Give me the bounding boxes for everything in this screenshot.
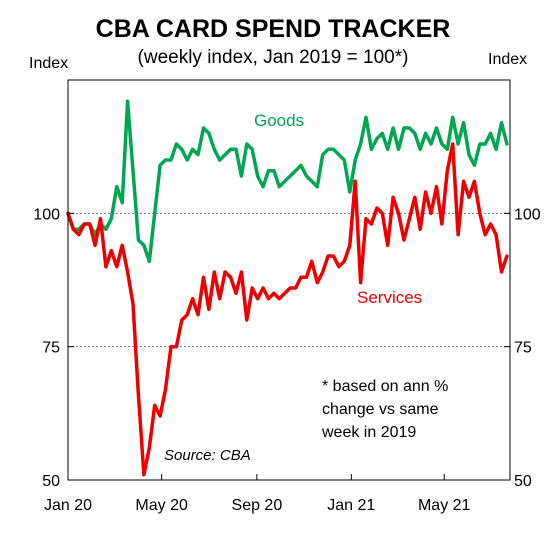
x-tick-label: May 21 (418, 497, 471, 514)
y-tick-label-right: 50 (514, 473, 532, 490)
y-tick-label-left: 50 (42, 473, 60, 490)
plot-frame (67, 79, 511, 481)
left-axis-unit: Index (29, 55, 68, 72)
source-note: Source: CBA (164, 447, 251, 464)
series-line-goods (66, 99, 509, 264)
x-tick-label: Sep 20 (232, 497, 283, 514)
series-label-services: Services (357, 288, 422, 307)
footnote-line-1: * based on ann % (322, 378, 448, 395)
x-tick-label: Jan 21 (327, 497, 375, 514)
x-tick-label: May 20 (135, 497, 188, 514)
chart-subtitle: (weekly index, Jan 2019 = 100*) (138, 47, 409, 68)
right-axis-unit: Index (488, 51, 527, 68)
series-line-services (66, 142, 509, 477)
chart-title: CBA CARD SPEND TRACKER (96, 15, 451, 43)
y-tick-label-right: 100 (514, 206, 541, 223)
series-label-goods: Goods (254, 111, 304, 130)
x-tick-label: Jan 20 (44, 497, 92, 514)
footnote-line-2: change vs same (322, 401, 439, 418)
y-tick-label-left: 75 (42, 340, 60, 357)
footnote-line-3: week in 2019 (321, 424, 416, 441)
y-tick-label-left: 100 (33, 206, 60, 223)
y-tick-label-right: 75 (514, 340, 532, 357)
